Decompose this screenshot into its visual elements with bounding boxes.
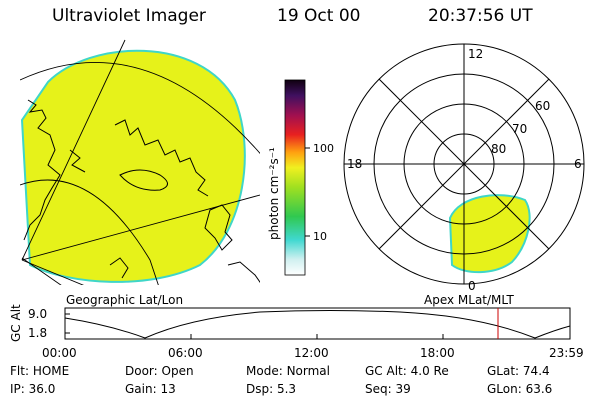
info-gain: Gain: 13 — [125, 382, 176, 396]
time-tick: 23:59 — [549, 346, 584, 360]
graticule-line — [21, 259, 85, 285]
graticule-line — [21, 39, 126, 261]
info-dsp: Dsp: 5.3 — [246, 382, 297, 396]
geographic-label: Geographic Lat/Lon — [66, 293, 184, 307]
mlt-label-12: 12 — [468, 47, 483, 61]
time-tick: 00:00 — [42, 346, 77, 360]
info-gc-alt: GC Alt: 4.0 Re — [365, 364, 449, 378]
coastline — [119, 169, 168, 191]
lat-label-60: 60 — [535, 99, 550, 113]
graticule-line — [20, 62, 260, 155]
info-glat: GLat: 74.4 — [487, 364, 550, 378]
coastline — [114, 119, 209, 197]
time-tick: 06:00 — [168, 346, 203, 360]
mlt-label-18: 18 — [347, 157, 362, 171]
time-tick: 12:00 — [294, 346, 329, 360]
info-mode: Mode: Normal — [246, 364, 330, 378]
time-tick: 18:00 — [420, 346, 455, 360]
mlt-label-6: 6 — [574, 157, 582, 171]
info-flt: Flt: HOME — [10, 364, 70, 378]
coastline — [69, 149, 86, 173]
colorbar-tick-label: 10 — [313, 230, 327, 243]
coastline — [227, 261, 260, 284]
aurora-disk-left — [20, 49, 246, 283]
graticule-line — [20, 179, 159, 285]
coastline — [23, 99, 61, 241]
mlt-label-0: 0 — [468, 279, 476, 293]
aurora-oval-right — [448, 194, 531, 274]
date-label: 19 Oct 00 — [277, 6, 361, 26]
info-glon: GLon: 63.6 — [487, 382, 553, 396]
geographic-image — [20, 39, 260, 285]
info-ip: IP: 36.0 — [10, 382, 56, 396]
altitude-ytick: 9.0 — [28, 307, 47, 321]
app-title: Ultraviolet Imager — [52, 6, 206, 26]
apex-label: Apex MLat/MLT — [424, 293, 514, 307]
info-seq: Seq: 39 — [365, 382, 411, 396]
colorbar-tick-label: 100 — [313, 142, 334, 155]
colorbar — [284, 79, 306, 276]
coastline — [109, 257, 129, 279]
polar-plot: 12 18 6 0 60 70 80 — [343, 43, 585, 293]
coastline — [204, 204, 233, 251]
altitude-ytick: 1.8 — [28, 326, 47, 340]
altitude-axis-label: GC Alt — [9, 304, 23, 342]
altitude-curve — [64, 310, 571, 339]
info-door: Door: Open — [125, 364, 194, 378]
lat-label-70: 70 — [512, 122, 527, 136]
colorbar-unit: photon cm⁻²s⁻¹ — [267, 147, 281, 240]
graticule-line — [21, 257, 62, 285]
altitude-plot: 9.0 1.8 GC Alt — [9, 304, 571, 342]
lat-label-80: 80 — [491, 142, 506, 156]
time-label: 20:37:56 UT — [428, 6, 533, 26]
